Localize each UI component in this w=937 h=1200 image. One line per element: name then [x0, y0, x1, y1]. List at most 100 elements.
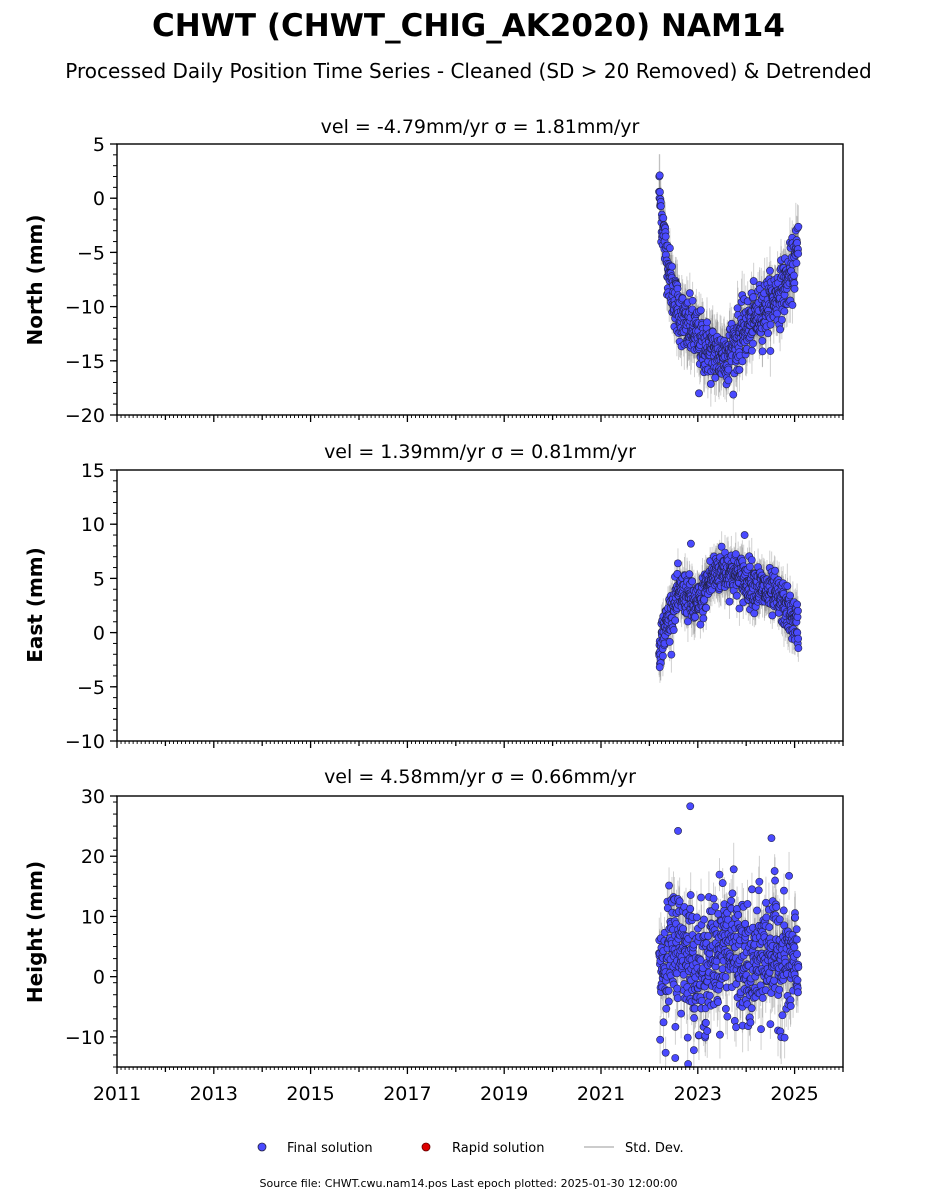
height-data-point — [715, 870, 724, 879]
height-data-point — [686, 891, 695, 899]
north-data-point — [788, 301, 797, 309]
source-footer: Source file: CHWT.cwu.nam14.pos Last epo… — [260, 1177, 678, 1190]
east-ytick-label: 10 — [81, 514, 105, 536]
height-data-point — [684, 1060, 693, 1067]
east-plot-frame — [116, 469, 844, 742]
height-data-point — [730, 1016, 739, 1025]
height-data-point — [677, 1009, 686, 1018]
height-data-point — [659, 1018, 668, 1027]
height-data-point — [792, 925, 801, 934]
east-ytick-label: −10 — [65, 731, 105, 753]
height-data-point — [714, 998, 722, 1007]
height-data-point — [770, 867, 779, 875]
east-data-point — [747, 556, 756, 564]
north-data-point — [738, 357, 747, 366]
height-data-point — [709, 894, 718, 903]
height-panel: vel = 4.58mm/yr σ = 0.66mm/yr Height (mm… — [23, 766, 844, 1105]
north-data-point — [735, 365, 744, 374]
height-data-point — [772, 903, 781, 911]
east-data-point — [731, 550, 740, 559]
east-data-point — [655, 663, 664, 672]
north-data-point — [790, 271, 798, 280]
height-data-point — [673, 994, 682, 1003]
height-xtick-label: 2025 — [770, 1083, 818, 1105]
height-data-point — [697, 996, 706, 1005]
east-data-point — [735, 604, 744, 613]
legend-stddev-label: Std. Dev. — [625, 1141, 684, 1156]
east-data-point — [717, 542, 726, 551]
east-data-point — [685, 570, 694, 579]
east-ytick-label: −5 — [77, 677, 105, 699]
height-data-point — [721, 973, 730, 981]
height-xtick-label: 2017 — [383, 1083, 431, 1105]
height-xtick-label: 2015 — [286, 1083, 334, 1105]
east-data-point — [786, 591, 795, 600]
east-data-point — [750, 609, 759, 618]
north-data-point — [794, 249, 803, 258]
height-data-point — [766, 1020, 775, 1029]
north-data-point — [711, 373, 720, 382]
height-data-point — [727, 896, 736, 905]
figure-subtitle: Processed Daily Position Time Series - C… — [65, 59, 871, 83]
east-data-point — [671, 616, 680, 625]
north-data-point — [665, 244, 674, 252]
height-data-point — [664, 986, 673, 995]
height-data-point — [661, 1048, 670, 1057]
east-data-point — [699, 614, 708, 623]
legend-final-marker — [257, 1142, 267, 1152]
height-ytick-label: 10 — [81, 906, 105, 928]
east-data-point — [794, 606, 802, 615]
height-xtick-label: 2023 — [674, 1083, 722, 1105]
north-data-point — [758, 347, 767, 356]
east-panel: vel = 1.39mm/yr σ = 0.81mm/yr East (mm) … — [23, 441, 844, 753]
height-data-point — [794, 963, 803, 972]
north-data-point — [729, 390, 738, 399]
height-data-point — [700, 915, 708, 924]
north-data-point — [685, 289, 694, 298]
north-data-point — [790, 284, 799, 293]
height-data-point — [689, 1046, 698, 1055]
height-data-point — [690, 1014, 698, 1022]
height-data-point — [674, 827, 682, 835]
height-data-point — [786, 1002, 795, 1010]
north-ytick-label: −20 — [65, 405, 105, 427]
height-data-point — [664, 997, 673, 1006]
height-data-point — [692, 913, 701, 922]
east-data-point — [684, 617, 692, 626]
east-data-point — [732, 591, 741, 600]
legend-rapid-marker — [421, 1142, 431, 1152]
east-data-point — [691, 613, 700, 621]
height-data-point — [748, 885, 756, 894]
east-data-point — [794, 634, 803, 643]
height-data-point — [683, 1033, 692, 1042]
height-data-point — [792, 935, 801, 944]
height-data-point — [741, 919, 750, 928]
east-data-point — [771, 566, 779, 575]
north-panel-title: vel = -4.79mm/yr σ = 1.81mm/yr — [321, 116, 640, 138]
height-data-point — [775, 915, 784, 924]
east-data-point — [794, 644, 803, 653]
north-data-point — [659, 214, 668, 222]
height-data-point — [721, 1005, 730, 1013]
north-axis-label: North (mm) — [23, 214, 47, 345]
east-data-point — [665, 637, 674, 646]
height-data-point — [791, 913, 800, 922]
height-data-point — [716, 1030, 724, 1039]
height-data-point — [665, 881, 673, 890]
north-data-point — [749, 277, 758, 285]
height-data-point — [790, 943, 799, 952]
east-data-point — [696, 620, 705, 629]
height-data-point — [747, 1004, 756, 1013]
north-data-point — [673, 284, 682, 293]
height-data-point — [723, 1012, 732, 1021]
north-data-point — [733, 304, 742, 313]
height-data-point — [755, 877, 764, 886]
height-data-point — [762, 913, 771, 922]
east-data-point — [658, 652, 667, 660]
north-data-point — [766, 320, 775, 329]
height-data-point — [767, 834, 776, 843]
north-data-point — [668, 262, 676, 271]
north-ytick-label: −10 — [65, 297, 105, 319]
height-data-point — [704, 932, 712, 940]
